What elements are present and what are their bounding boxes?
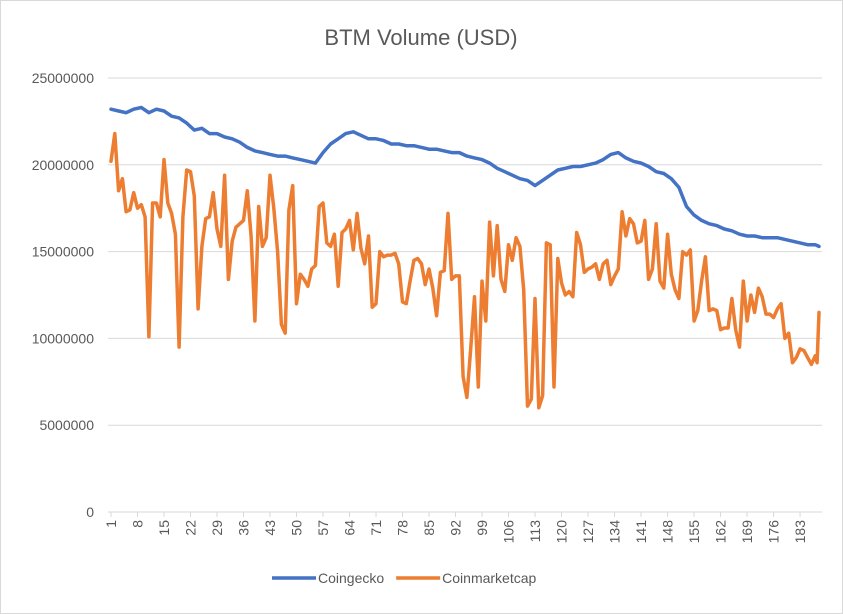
x-tick-label: 78 [395, 520, 411, 536]
x-tick-label: 50 [289, 520, 305, 536]
x-tick-label: 148 [660, 520, 676, 544]
x-tick-label: 64 [342, 520, 358, 536]
x-tick-label: 113 [527, 520, 543, 543]
chart-title: BTM Volume (USD) [324, 25, 517, 50]
y-tick-label: 20000000 [32, 157, 95, 173]
x-tick-label: 169 [739, 520, 755, 544]
x-tick-label: 22 [183, 520, 199, 536]
x-tick-label: 43 [262, 520, 278, 536]
x-tick-label: 15 [156, 520, 172, 536]
x-tick-label: 57 [315, 520, 331, 536]
x-tick-label: 8 [130, 520, 146, 528]
x-tick-label: 176 [766, 520, 782, 544]
series-lines [109, 105, 821, 410]
series-line-coinmarketcap [109, 131, 821, 410]
x-tick-label: 99 [474, 520, 490, 536]
x-tick-label: 1 [103, 520, 119, 528]
gridlines [108, 77, 822, 513]
x-tick-label: 29 [209, 520, 225, 536]
x-tick-label: 134 [607, 520, 623, 544]
y-tick-label: 10000000 [32, 330, 95, 346]
x-tick-label: 183 [792, 520, 808, 544]
x-tick-label: 141 [633, 520, 649, 544]
x-tick-label: 155 [686, 520, 702, 544]
x-tick-label: 106 [501, 520, 517, 544]
y-tick-label: 25000000 [32, 70, 95, 86]
x-tick-label: 36 [236, 520, 252, 536]
legend-label-coinmarketcap: Coinmarketcap [442, 570, 536, 586]
y-axis-tick-labels: 0 5000000 10000000 15000000 20000000 25000000 [32, 70, 95, 520]
legend: Coingecko Coinmarketcap [272, 570, 537, 586]
x-axis-tick-labels: 1 8 15 22 29 36 43 50 57 64 71 78 85 92 99 106 113 120 127… [103, 512, 808, 543]
legend-label-coingecko: Coingecko [318, 570, 384, 586]
x-tick-label: 71 [368, 520, 384, 536]
x-tick-label: 127 [580, 520, 596, 544]
x-tick-label: 92 [448, 520, 464, 536]
x-tick-label: 120 [554, 520, 570, 544]
x-tick-label: 85 [421, 520, 437, 536]
x-tick-label: 162 [713, 520, 729, 544]
series-line-coingecko [109, 105, 821, 249]
y-tick-label: 0 [86, 504, 94, 520]
y-tick-label: 15000000 [32, 244, 95, 260]
y-tick-label: 5000000 [39, 417, 94, 433]
